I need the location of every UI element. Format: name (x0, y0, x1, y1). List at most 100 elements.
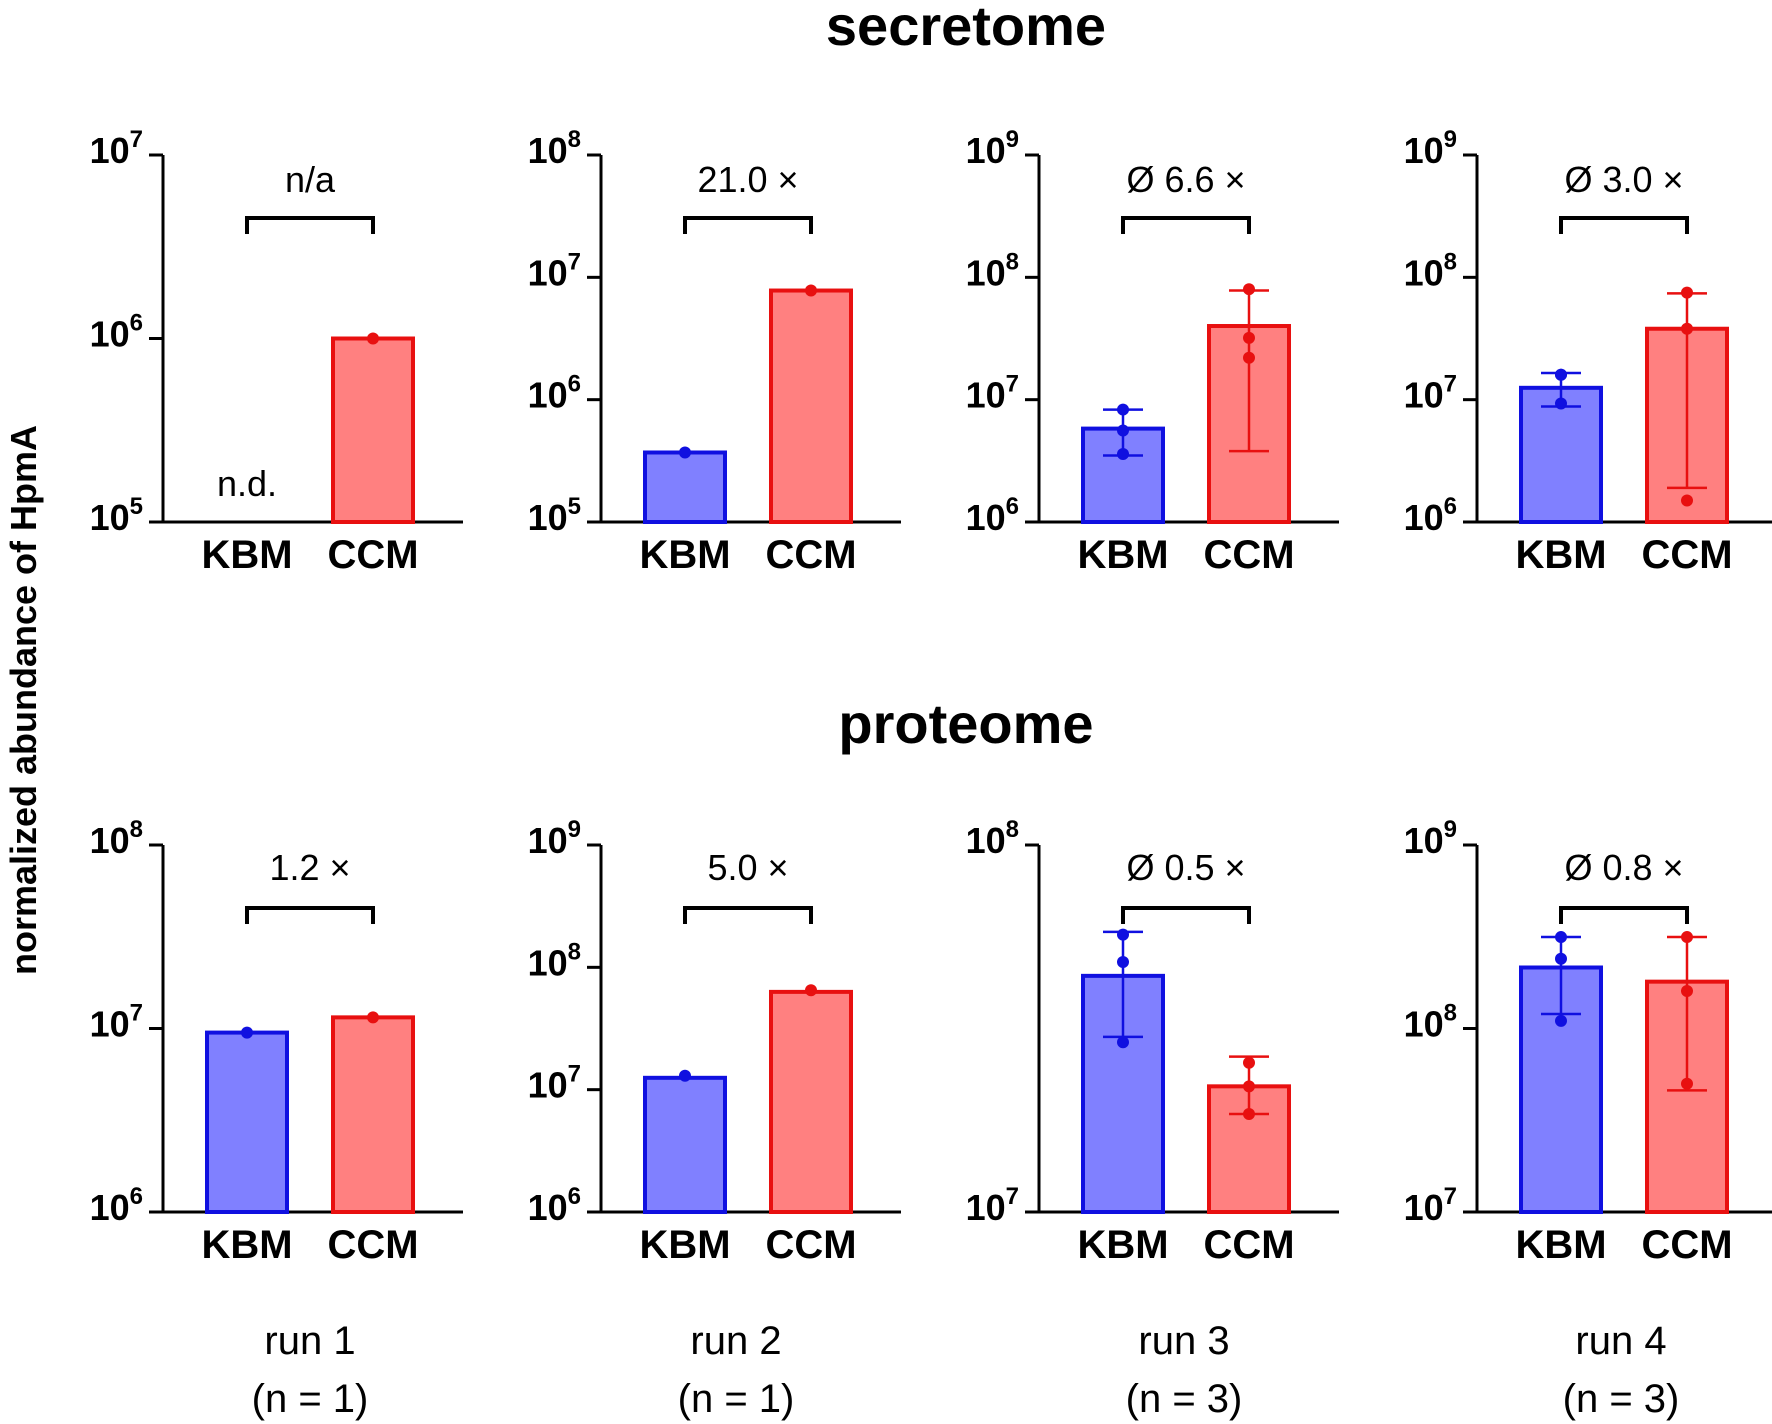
y-tick-label: 108 (528, 126, 581, 171)
bar-kbm (643, 1075, 727, 1215)
data-point-ccm (1681, 931, 1693, 944)
data-point-kbm (1117, 955, 1129, 968)
chart-secretome-run-3: 106 107 108 109 KBM CCM Ø 6.6 × (966, 126, 1339, 577)
data-point-kbm (1117, 1036, 1129, 1049)
x-category-label: KBM (1077, 533, 1168, 577)
y-tick-label: 105 (528, 493, 581, 538)
section-title-proteome: proteome (838, 692, 1093, 755)
x-category-label: CCM (1641, 533, 1732, 577)
chart-proteome-run-4: 107 108 109 KBM CCM Ø 0.8 × (1404, 816, 1772, 1267)
fold-change-label: Ø 0.5 × (1126, 847, 1245, 888)
x-category-label: CCM (1203, 533, 1294, 577)
data-point-kbm (679, 446, 691, 459)
comparison-bracket (1559, 216, 1689, 234)
x-category-label: KBM (201, 533, 292, 577)
data-point-kbm (1555, 931, 1567, 944)
fold-change-label: Ø 0.8 × (1564, 847, 1683, 888)
y-tick-label: 107 (90, 1000, 143, 1045)
x-category-label: KBM (201, 1223, 292, 1267)
run-label-1: run 1 (n = 1) (252, 1319, 369, 1421)
x-category-label: CCM (327, 533, 418, 577)
x-category-label: KBM (639, 1223, 730, 1267)
y-tick-label: 106 (528, 371, 581, 416)
data-point-kbm (241, 1026, 253, 1039)
y-tick-label: 106 (966, 493, 1019, 538)
y-tick-label: 108 (90, 816, 143, 861)
y-tick-label: 109 (528, 816, 581, 861)
data-point-ccm (1243, 1056, 1255, 1069)
y-tick-label: 109 (1404, 126, 1457, 171)
comparison-bracket (1559, 906, 1689, 924)
run-label-1-name: run 1 (264, 1319, 355, 1363)
comparison-bracket (245, 216, 375, 234)
comparison-bracket (1121, 906, 1251, 924)
data-point-kbm (1117, 424, 1129, 437)
run-label-3-name: run 3 (1138, 1319, 1229, 1363)
data-point-ccm (1243, 1080, 1255, 1093)
bar-kbm (1519, 385, 1603, 524)
x-category-label: KBM (1515, 533, 1606, 577)
x-category-label: CCM (765, 533, 856, 577)
data-point-kbm (1117, 447, 1129, 460)
data-point-ccm (1243, 331, 1255, 344)
y-tick-label: 107 (1404, 371, 1457, 416)
data-point-kbm (1555, 397, 1567, 410)
fold-change-label: Ø 6.6 × (1126, 159, 1245, 200)
y-tick-label: 107 (966, 1183, 1019, 1228)
y-tick-label: 109 (1404, 816, 1457, 861)
y-tick-label: 106 (90, 1183, 143, 1228)
y-tick-label: 107 (966, 371, 1019, 416)
run-label-2-n: (n = 1) (678, 1377, 795, 1421)
y-axis-label: normalized abundance of HpmA (3, 425, 44, 975)
data-point-kbm (1555, 1014, 1567, 1027)
bar-ccm (769, 989, 853, 1214)
chart-secretome-run-2: 105 106 107 108 KBM CCM 21.0 × (528, 126, 901, 577)
y-tick-label: 108 (966, 248, 1019, 293)
comparison-bracket (245, 906, 375, 924)
y-tick-label: 105 (90, 493, 143, 538)
y-tick-label: 106 (90, 310, 143, 355)
run-label-4-name: run 4 (1575, 1319, 1666, 1363)
data-point-ccm (805, 984, 817, 997)
y-tick-label: 108 (1404, 248, 1457, 293)
y-tick-label: 107 (528, 1061, 581, 1106)
fold-change-label: n/a (285, 159, 336, 200)
bar-ccm (331, 336, 415, 524)
bar-kbm (205, 1030, 289, 1215)
fold-change-label: Ø 3.0 × (1564, 159, 1683, 200)
run-label-2-name: run 2 (690, 1319, 781, 1363)
y-tick-label: 107 (90, 126, 143, 171)
data-point-ccm (1681, 1077, 1693, 1090)
data-point-kbm (1555, 952, 1567, 965)
comparison-bracket (683, 906, 813, 924)
data-point-ccm (1243, 283, 1255, 296)
run-label-3-n: (n = 3) (1126, 1377, 1243, 1421)
x-category-label: KBM (1077, 1223, 1168, 1267)
chart-panels: 105 106 107 KBM CCM n.d. n/a 105 106 107 108 KBM CCM… (90, 126, 1772, 1267)
run-label-3: run 3 (n = 3) (1126, 1319, 1243, 1421)
bar-ccm (331, 1015, 415, 1214)
data-point-ccm (1681, 322, 1693, 335)
x-category-label: CCM (1203, 1223, 1294, 1267)
chart-secretome-run-1: 105 106 107 KBM CCM n.d. n/a (90, 126, 463, 577)
fold-change-label: 21.0 × (697, 159, 798, 200)
bar-ccm (769, 288, 853, 524)
x-category-label: CCM (1641, 1223, 1732, 1267)
data-point-ccm (1681, 286, 1693, 299)
y-tick-label: 106 (528, 1183, 581, 1228)
y-tick-label: 109 (966, 126, 1019, 171)
y-tick-label: 108 (528, 938, 581, 983)
y-tick-label: 106 (1404, 493, 1457, 538)
not-detected-label: n.d. (217, 463, 277, 504)
y-tick-label: 107 (1404, 1183, 1457, 1228)
y-tick-label: 108 (1404, 1000, 1457, 1045)
data-point-ccm (805, 284, 817, 297)
data-point-kbm (1117, 928, 1129, 941)
run-label-2: run 2 (n = 1) (678, 1319, 795, 1421)
y-tick-label: 108 (966, 816, 1019, 861)
run-label-1-n: (n = 1) (252, 1377, 369, 1421)
run-label-4: run 4 (n = 3) (1563, 1319, 1680, 1421)
bar-kbm (643, 450, 727, 524)
data-point-kbm (1555, 368, 1567, 381)
